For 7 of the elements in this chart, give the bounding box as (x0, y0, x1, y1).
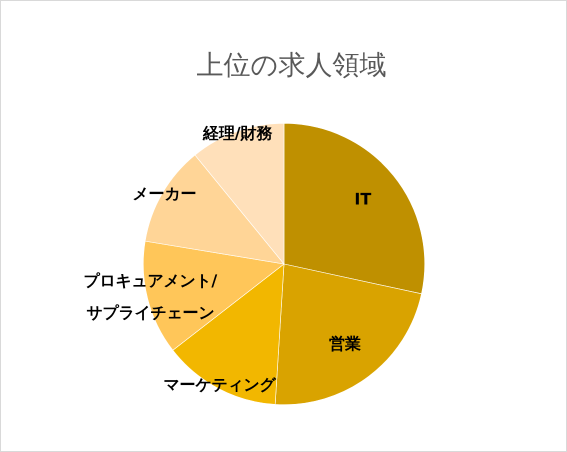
slice-label: IT (354, 190, 372, 209)
slice-label: プロキュアメント/サプライチェーン (83, 271, 218, 322)
chart-title: 上位の求人領域 (196, 50, 386, 82)
slice-label: メーカー (132, 184, 197, 204)
slice-label: 営業 (329, 334, 362, 353)
slice-label: 経理/財務 (202, 123, 274, 142)
slice-label: マーケティング (163, 375, 276, 394)
